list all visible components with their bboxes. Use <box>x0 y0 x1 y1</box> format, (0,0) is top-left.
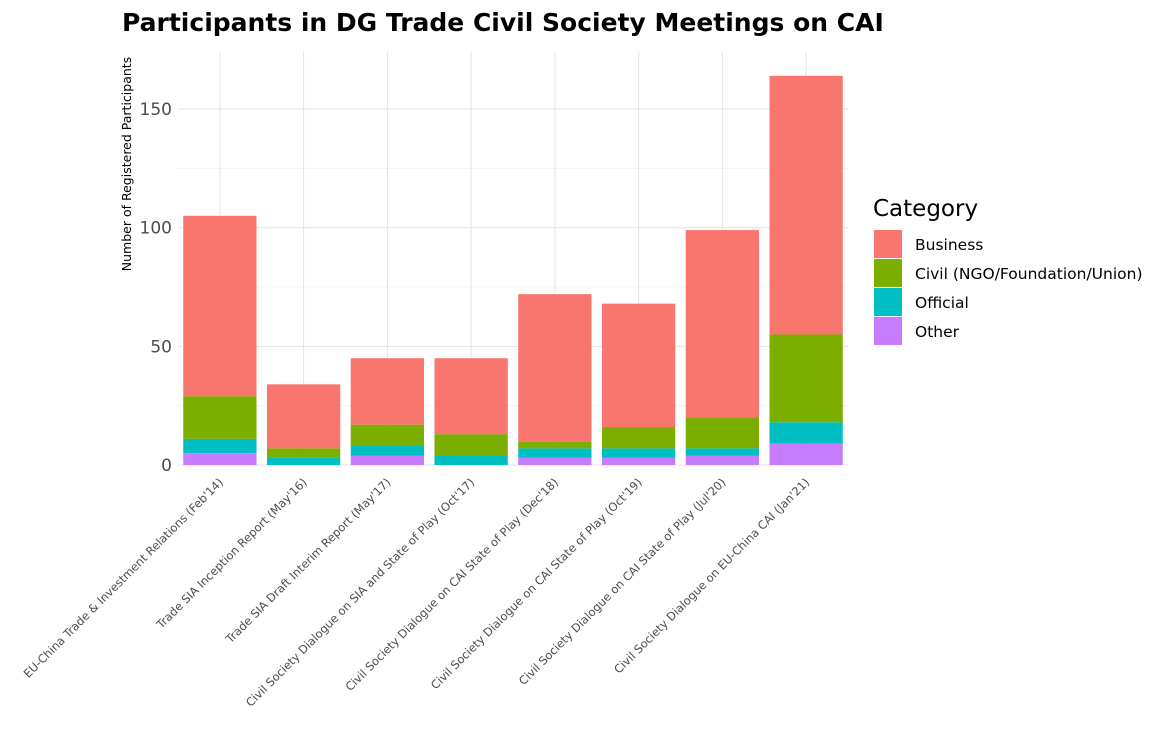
y-tick-label: 0 <box>161 456 172 476</box>
bar-segment-civil-ngo-foundation-union <box>183 396 257 439</box>
bar-segment-official <box>183 438 257 454</box>
bar-segment-business <box>434 358 508 435</box>
x-tick-label: EU-China Trade & Investment Relations (F… <box>21 475 226 680</box>
bar-segment-other <box>685 455 760 465</box>
bar-segment-business <box>685 230 760 418</box>
y-axis-ticks: 0 50 100 150 <box>140 100 172 476</box>
x-tick-label: Trade SIA Inception Report (May'16) <box>153 475 310 632</box>
legend-label-civil-ngo-foundation-union: Civil (NGO/Foundation/Union) <box>915 265 1143 283</box>
bar-segment-civil-ngo-foundation-union <box>518 441 592 449</box>
legend-label-official: Official <box>915 294 969 312</box>
bar-segment-business <box>266 384 341 449</box>
bar-segment-civil-ngo-foundation-union <box>601 427 676 449</box>
bar-segment-other <box>769 443 843 465</box>
bar-segment-civil-ngo-foundation-union <box>769 334 843 423</box>
chart-title: Participants in DG Trade Civil Society M… <box>122 8 884 37</box>
legend-title: Category <box>873 196 978 222</box>
legend-key-civil-ngo-foundation-union <box>874 259 902 287</box>
x-axis-ticks: EU-China Trade & Investment Relations (F… <box>21 475 813 709</box>
bar-segment-civil-ngo-foundation-union <box>434 434 508 456</box>
bar-segment-business <box>183 215 257 397</box>
legend-key-business <box>874 230 902 258</box>
x-tick-label: Trade SIA Draft Interim Report (May'17) <box>222 475 393 646</box>
bars <box>183 75 843 465</box>
bar-segment-official <box>434 455 508 465</box>
legend-key-official <box>874 288 902 316</box>
legend-label-other: Other <box>915 323 960 341</box>
y-axis-label: Number of Registered Participants <box>119 57 134 271</box>
legend-label-business: Business <box>915 236 983 254</box>
x-tick-label: Civil Society Dialogue on EU-China CAI (… <box>611 475 812 676</box>
legend: Category Business Civil (NGO/Foundation/U… <box>873 196 1143 345</box>
bar-segment-official <box>685 448 760 456</box>
legend-key-other <box>874 317 902 345</box>
bar-segment-civil-ngo-foundation-union <box>266 448 341 458</box>
bar-segment-business <box>350 358 425 425</box>
bar-segment-civil-ngo-foundation-union <box>350 424 425 447</box>
bar-segment-other <box>183 453 257 465</box>
bar-segment-business <box>518 294 592 442</box>
bar-segment-official <box>769 422 843 444</box>
bar-segment-official <box>350 446 425 456</box>
bar-segment-other <box>601 457 676 465</box>
bar-segment-business <box>601 303 676 428</box>
y-tick-label: 50 <box>150 337 172 357</box>
bar-segment-other <box>518 457 592 465</box>
bar-segment-official <box>601 448 676 458</box>
bar-segment-civil-ngo-foundation-union <box>685 417 760 449</box>
y-tick-label: 150 <box>140 100 172 120</box>
bar-segment-business <box>769 75 843 335</box>
bar-segment-official <box>266 457 341 465</box>
bar-segment-other <box>350 455 425 465</box>
bar-segment-official <box>518 448 592 458</box>
y-tick-label: 100 <box>140 219 172 239</box>
